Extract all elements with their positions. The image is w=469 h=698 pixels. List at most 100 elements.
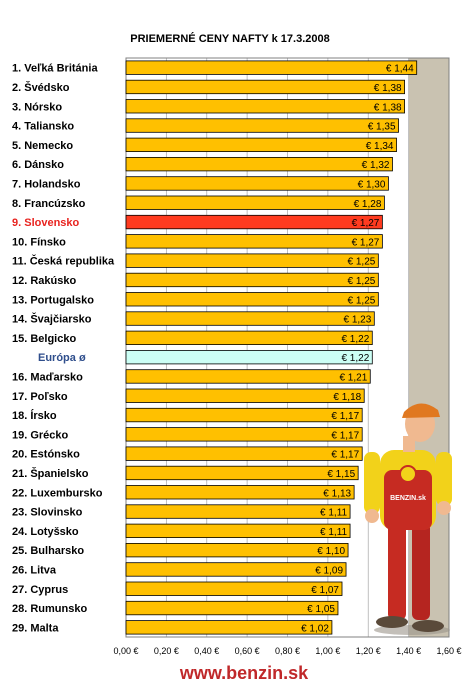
data-label: € 1,17 [331, 411, 359, 422]
bar [125, 349, 373, 365]
mascot-illustration: BENZIN.sk [364, 403, 452, 635]
x-tick-label: 1,40 € [396, 646, 421, 656]
category-label: 20. Estónsko [12, 449, 80, 461]
x-tick-label: 0,60 € [235, 646, 260, 656]
mascot-hand-right [437, 501, 451, 515]
bar [125, 543, 349, 558]
category-label: 17. Poľsko [12, 391, 68, 403]
bar [125, 214, 383, 230]
category-label: 2. Švédsko [12, 81, 70, 94]
category-label: 18. Írsko [12, 409, 57, 422]
data-label: € 1,38 [374, 83, 402, 94]
data-label: € 1,27 [352, 218, 380, 229]
bar [125, 156, 393, 172]
category-label: 8. Francúzsko [12, 198, 86, 210]
bar [125, 446, 363, 461]
bar [125, 137, 397, 153]
bar [125, 581, 343, 596]
mascot-leg-left [388, 520, 406, 620]
data-label: € 1,09 [315, 565, 343, 576]
category-label: 21. Španielsko [12, 467, 89, 480]
category-label: 5. Nemecko [12, 140, 73, 152]
bar [125, 407, 363, 423]
data-label: € 1,32 [362, 160, 390, 171]
bar [125, 195, 385, 210]
chart-title: PRIEMERNÉ CENY NAFTY k 17.3.2008 [130, 32, 330, 45]
category-label: 3. Nórsko [12, 101, 62, 113]
x-tick-label: 1,00 € [315, 646, 340, 656]
data-label: € 1,02 [301, 623, 329, 634]
mascot-shirt-text: BENZIN.sk [390, 495, 426, 502]
data-label: € 1,17 [331, 430, 359, 441]
bar [125, 504, 351, 519]
data-label: € 1,38 [374, 102, 402, 113]
bar [125, 523, 351, 538]
data-label: € 1,15 [327, 469, 355, 480]
website-link[interactable]: www.benzin.sk [179, 663, 309, 683]
x-tick-label: 1,20 € [356, 646, 381, 656]
bar [125, 60, 418, 75]
bar [125, 485, 355, 500]
data-label: € 1,11 [320, 527, 347, 538]
category-label: 24. Lotyšsko [12, 526, 79, 538]
data-label: € 1,18 [333, 392, 361, 403]
bar [125, 562, 347, 577]
data-label: € 1,35 [368, 122, 396, 133]
data-label: € 1,22 [341, 334, 369, 345]
mascot-boot-right [412, 620, 444, 632]
category-label: 15. Belgicko [12, 333, 76, 345]
plot-frame [125, 57, 450, 638]
category-label: 16. Maďarsko [12, 371, 83, 383]
data-label: € 1,05 [307, 604, 335, 615]
bar [125, 388, 365, 403]
category-label: 26. Litva [12, 564, 57, 576]
bar [125, 99, 405, 114]
bar [125, 427, 363, 442]
bar [125, 272, 379, 288]
data-label: € 1,13 [323, 488, 351, 499]
mascot-neck [403, 436, 415, 452]
category-label: 28. Rumunsko [12, 603, 87, 615]
bar [125, 234, 383, 249]
category-label: 10. Fínsko [12, 236, 66, 248]
category-label: Európa ø [38, 352, 86, 364]
data-label: € 1,17 [331, 450, 359, 461]
x-tick-label: 1,60 € [436, 646, 461, 656]
bar [125, 118, 399, 133]
category-label: 6. Dánsko [12, 159, 64, 171]
bar [125, 620, 333, 635]
data-label: € 1,10 [317, 546, 345, 557]
category-label: 13. Portugalsko [12, 294, 94, 306]
bar [125, 79, 405, 95]
bar [125, 292, 379, 307]
bar [125, 176, 389, 191]
mascot-hand-left [365, 509, 379, 523]
category-label: 4. Taliansko [12, 121, 74, 133]
bar [125, 369, 371, 384]
category-label: 19. Grécko [12, 429, 69, 441]
x-tick-label: 0,40 € [194, 646, 219, 656]
x-tick-label: 0,80 € [275, 646, 300, 656]
bar [125, 253, 379, 268]
mascot-arm-right [436, 452, 452, 506]
data-label: € 1,07 [311, 585, 339, 596]
data-label: € 1,27 [352, 237, 380, 248]
bar [125, 311, 375, 326]
data-label: € 1,25 [348, 295, 376, 306]
category-label: 23. Slovinsko [12, 507, 83, 519]
category-label: 29. Malta [12, 622, 59, 634]
bar [125, 330, 373, 346]
data-label: € 1,25 [348, 276, 376, 287]
category-label: 11. Česká republika [12, 255, 115, 268]
mascot-boot-left [376, 616, 408, 628]
mascot-leg-right [412, 520, 430, 620]
data-label: € 1,25 [348, 257, 376, 268]
category-label: 12. Rakúsko [12, 275, 76, 287]
data-label: € 1,30 [358, 179, 386, 190]
category-label: 25. Bulharsko [12, 545, 84, 557]
category-label: 1. Veľká Británia [12, 63, 98, 75]
category-label: 7. Holandsko [12, 178, 81, 190]
data-label: € 1,11 [320, 508, 347, 519]
data-label: € 1,34 [366, 141, 394, 152]
